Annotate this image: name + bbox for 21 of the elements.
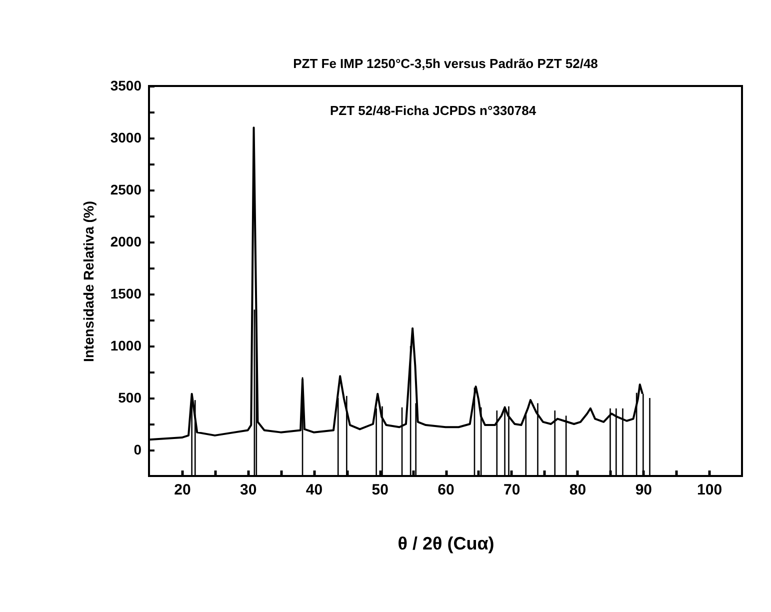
chart-title: PZT Fe IMP 1250°C-3,5h versus Padrão PZT 52/48	[293, 56, 598, 71]
x-tick-label: 100	[697, 482, 722, 498]
y-tick-label: 1500	[110, 286, 142, 302]
x-tick-label: 90	[635, 482, 652, 498]
annotation: PZT 52/48-Ficha JCPDS n°330784	[330, 103, 537, 118]
y-tick-label: 3000	[110, 130, 142, 146]
x-tick-label: 60	[438, 482, 454, 498]
y-tick-label: 2500	[110, 182, 142, 198]
y-tick-label: 500	[118, 390, 142, 406]
x-tick-label: 40	[306, 482, 323, 498]
x-tick-label: 80	[569, 482, 586, 498]
y-axis-title: Intensidade Relativa (%)	[80, 200, 96, 362]
x-axis-title: θ / 2θ (Cuα)	[398, 534, 494, 554]
y-tick-label: 2000	[110, 234, 142, 250]
x-tick-label: 70	[504, 482, 520, 498]
y-tick-label: 1000	[110, 338, 142, 354]
y-tick-label: 3500	[110, 78, 142, 94]
x-tick-label: 50	[372, 482, 388, 498]
x-tick-label: 20	[174, 482, 191, 498]
y-tick-label: 0	[134, 442, 142, 458]
x-tick-label: 30	[240, 482, 257, 498]
